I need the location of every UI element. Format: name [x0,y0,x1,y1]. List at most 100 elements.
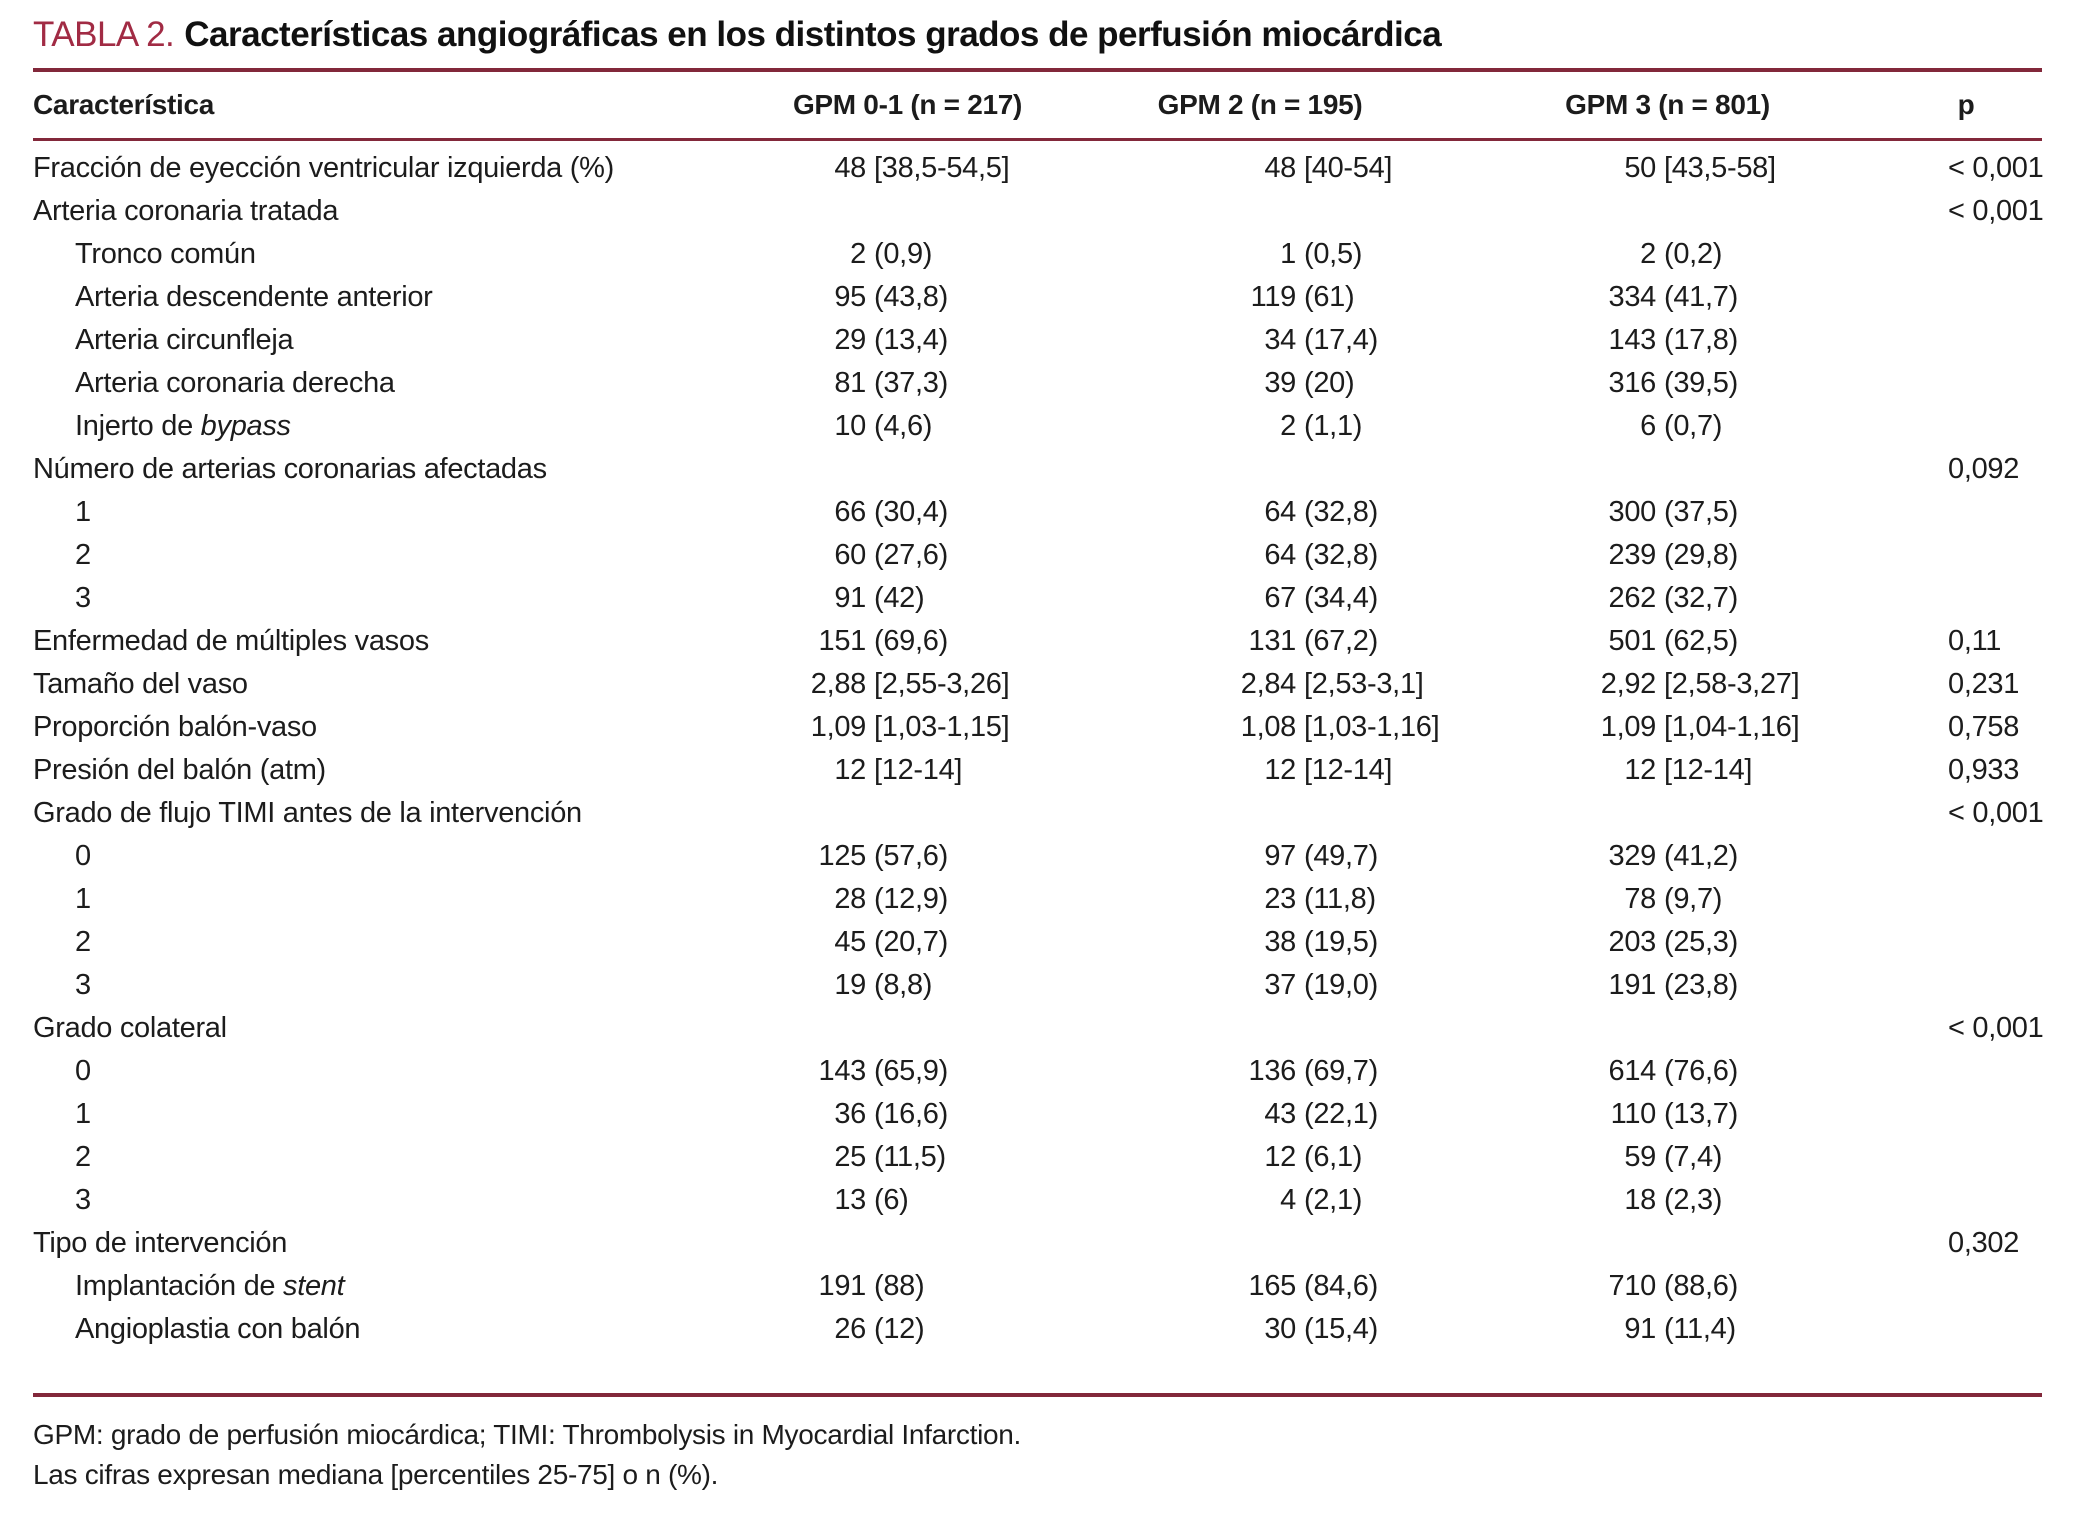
value-parenthetical: (6) [874,1184,909,1216]
value-parenthetical: (11,5) [874,1141,946,1173]
p-value: 0,11 [1948,625,2002,657]
footnote-abbreviations: GPM: grado de perfusión miocárdica; TIMI… [33,1419,1022,1450]
value-number: 151 [818,625,867,657]
row-label: Proporción balón-vaso [33,711,317,743]
value-number: 37 [1264,969,1296,1001]
value-number [1445,448,1664,491]
table-row: Arteria circunfleja 29 (13,4) 34 (17,4) 143 (1… [33,319,2042,362]
value-number: 67 [1264,582,1296,614]
value-number: 59 [1624,1141,1656,1173]
value-number: 28 [834,883,866,915]
row-label: Fracción de eyección ventricular izquier… [33,152,614,184]
row-label: 0 [75,1055,91,1087]
p-value [1890,1179,2042,1222]
value-number: 2 [1280,410,1296,442]
row-label: Arteria circunfleja [75,324,294,356]
value-number: 1,09 [1600,711,1657,743]
table-row: Arteria coronaria derecha 81 (37,3) 39 (20) 3… [33,362,2042,405]
value-number: 91 [1624,1313,1656,1345]
value-parenthetical: (1,1) [1304,410,1363,442]
p-value: 0,758 [1948,711,2020,743]
value-parenthetical: [1,03-1,15] [874,711,1010,743]
value-parenthetical: (11,4) [1664,1313,1736,1345]
value-parenthetical: [1,04-1,16] [1664,711,1800,743]
value-parenthetical [1664,190,1890,233]
value-parenthetical [874,1007,1075,1050]
value-parenthetical: [40-54] [1304,152,1393,184]
value-parenthetical: (69,7) [1304,1055,1378,1087]
value-parenthetical: (84,6) [1304,1270,1378,1302]
table-body: Fracción de eyección ventricular izquier… [33,141,2044,1351]
value-parenthetical: (69,6) [874,625,948,657]
value-number [1075,792,1304,835]
value-parenthetical: (25,3) [1664,926,1738,958]
value-number: 81 [834,367,866,399]
value-parenthetical: (76,6) [1664,1055,1738,1087]
value-parenthetical: (2,3) [1664,1184,1723,1216]
value-parenthetical: (7,4) [1664,1141,1723,1173]
value-parenthetical [1664,792,1890,835]
value-number: 39 [1264,367,1296,399]
value-parenthetical: (34,4) [1304,582,1378,614]
row-label: 3 [75,1184,91,1216]
value-parenthetical: (29,8) [1664,539,1738,571]
value-number [1445,792,1664,835]
row-label: 2 [75,1141,91,1173]
value-number: 26 [834,1313,866,1345]
value-number: 12 [1624,754,1656,786]
value-parenthetical: (9,7) [1664,883,1723,915]
value-number: 50 [1624,152,1656,184]
value-parenthetical: (0,2) [1664,238,1723,270]
value-number: 12 [1264,1141,1296,1173]
row-label: 2 [75,926,91,958]
value-parenthetical: [12-14] [874,754,963,786]
value-parenthetical [874,190,1075,233]
p-value [1890,1093,2042,1136]
value-parenthetical: (43,8) [874,281,948,313]
value-parenthetical [874,1222,1075,1265]
value-number: 36 [834,1098,866,1130]
value-parenthetical: [12-14] [1664,754,1753,786]
value-number: 34 [1264,324,1296,356]
value-parenthetical: (41,2) [1664,840,1738,872]
value-parenthetical: (88) [874,1270,925,1302]
value-number [740,190,874,233]
value-parenthetical: [38,5-54,5] [874,152,1010,184]
value-parenthetical: (11,8) [1304,883,1376,915]
value-number: 710 [1608,1270,1657,1302]
p-value [1890,276,2042,319]
value-number: 2,84 [1240,668,1297,700]
row-label: Tronco común [75,238,256,270]
value-number: 2,92 [1600,668,1657,700]
value-number: 19 [834,969,866,1001]
table-row: 0 143 (65,9) 136 (69,7) 614 (76,6) [33,1050,2042,1093]
value-number: 131 [1248,625,1297,657]
value-parenthetical: (49,7) [1304,840,1378,872]
value-parenthetical: (20) [1304,367,1355,399]
column-header-gpm-0-1: GPM 0-1 (n = 217) [792,89,1023,120]
value-number: 12 [1264,754,1296,786]
value-number: 119 [1250,281,1297,313]
p-value [1890,534,2042,577]
value-parenthetical [1304,1222,1445,1265]
top-rule-divider [33,68,2042,72]
value-number: 165 [1248,1270,1297,1302]
table-title: TABLA 2. Características angiográficas en… [33,12,2042,58]
table-row: 2 60 (27,6) 64 (32,8) 239 (29,8) [33,534,2042,577]
value-number: 10 [834,410,866,442]
value-number [1075,1007,1304,1050]
header-rule-divider [33,138,2042,141]
p-value: 0,231 [1948,668,2020,700]
table-row: Tronco común 2 (0,9) 1 (0,5) 2 (0,2) [33,233,2042,276]
column-header-caracteristica: Característica [33,89,215,120]
row-label: 1 [75,1098,91,1130]
value-parenthetical: (13,7) [1664,1098,1738,1130]
value-number: 614 [1608,1055,1657,1087]
value-number: 136 [1248,1055,1297,1087]
row-label: 3 [75,582,91,614]
row-label: 3 [75,969,91,1001]
value-number: 501 [1608,625,1657,657]
table-row: 2 25 (11,5) 12 (6,1) 59 (7,4) [33,1136,2042,1179]
value-number [1075,1222,1304,1265]
value-parenthetical [1664,1007,1890,1050]
